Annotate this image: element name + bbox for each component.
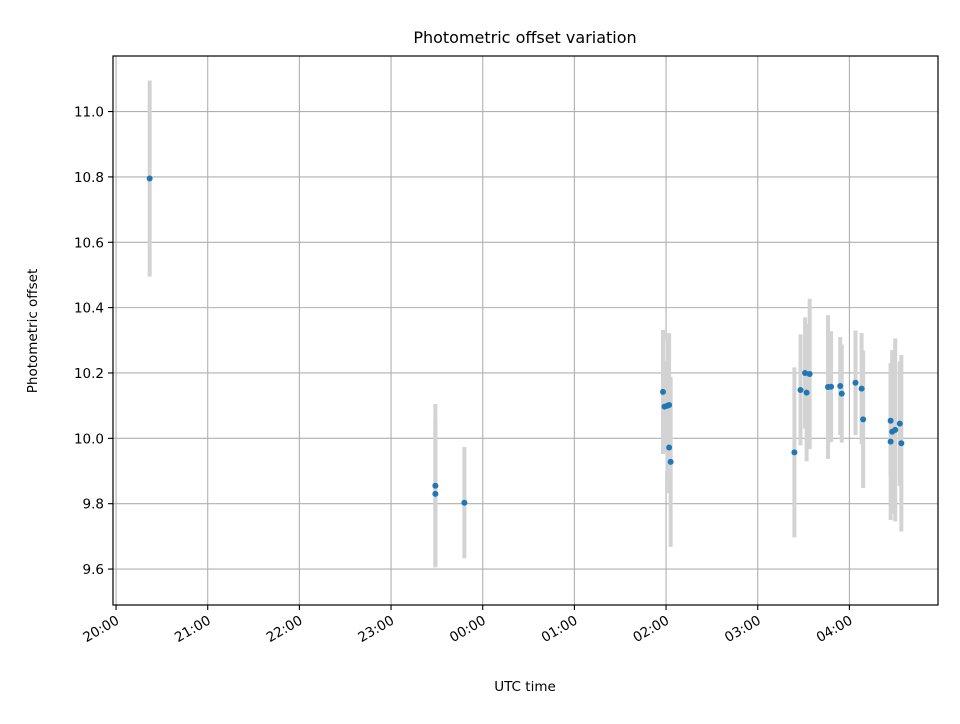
data-point: [797, 386, 804, 393]
data-point: [887, 417, 894, 424]
y-axis-ticks: 9.6 9.8 10.0 10.2 10.4 10.6 10.8 11.0: [74, 105, 113, 578]
data-point: [660, 388, 666, 395]
data-point: [666, 444, 673, 451]
data-point: [432, 482, 439, 489]
data-point: [887, 438, 894, 445]
data-point: [828, 383, 835, 390]
data-point: [461, 499, 468, 506]
data-point: [898, 440, 905, 447]
plot-frame: [112, 55, 939, 606]
data-point: [791, 449, 798, 456]
data-point: [896, 420, 903, 427]
y-tick-label: 9.6: [83, 562, 104, 578]
data-point: [860, 416, 867, 423]
data-points: [146, 175, 905, 506]
y-tick-label: 9.8: [83, 497, 104, 513]
data-point: [852, 379, 859, 386]
data-point: [838, 390, 845, 397]
y-axis-label: Photometric offset: [25, 269, 41, 393]
data-point: [667, 458, 674, 465]
data-point: [146, 175, 153, 182]
x-axis-label: UTC time: [494, 679, 556, 695]
data-point: [432, 490, 439, 497]
y-tick-label: 10.0: [74, 431, 104, 447]
y-tick-label: 10.6: [74, 235, 104, 251]
data-point: [803, 389, 810, 396]
data-point: [837, 383, 844, 390]
data-point: [802, 369, 809, 376]
grid-lines: [113, 56, 938, 605]
y-tick-label: 10.8: [74, 170, 104, 186]
y-tick-label: 10.2: [74, 366, 104, 382]
y-tick-label: 11.0: [74, 105, 104, 121]
data-point: [666, 402, 673, 409]
data-point: [806, 370, 813, 377]
chart-title: Photometric offset variation: [413, 28, 636, 47]
data-point: [892, 426, 899, 433]
y-tick-label: 10.4: [74, 301, 104, 317]
data-point: [858, 385, 865, 392]
